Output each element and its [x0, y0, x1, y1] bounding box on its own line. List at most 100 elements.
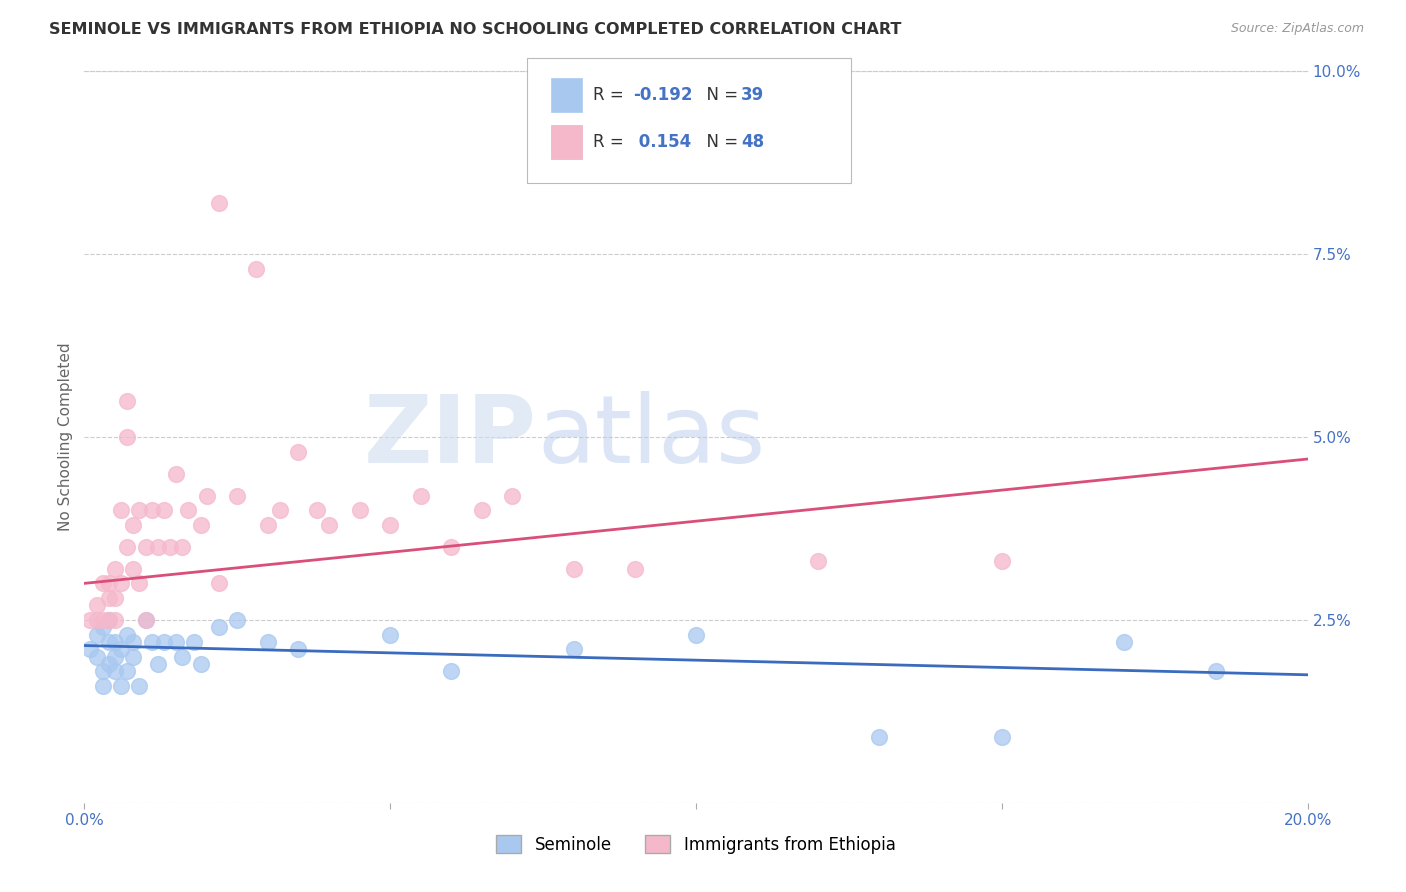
Point	[141, 503, 163, 517]
Point	[226, 489, 249, 503]
Point	[86, 613, 108, 627]
Point	[91, 620, 114, 634]
Point	[115, 664, 138, 678]
Point	[502, 489, 524, 503]
Point	[1205, 664, 1227, 678]
Point	[104, 562, 127, 576]
Point	[135, 613, 157, 627]
Point	[1114, 635, 1136, 649]
Point	[190, 657, 212, 671]
Point	[128, 503, 150, 517]
Point	[104, 591, 127, 605]
Point	[135, 540, 157, 554]
Text: ZIP: ZIP	[364, 391, 537, 483]
Point	[86, 599, 108, 613]
Text: N =: N =	[696, 87, 744, 104]
Point	[97, 591, 120, 605]
Point	[685, 627, 707, 641]
Point	[146, 657, 169, 671]
Point	[115, 393, 138, 408]
Point	[471, 503, 494, 517]
Point	[97, 613, 120, 627]
Point	[177, 503, 200, 517]
Point	[208, 620, 231, 634]
Text: Source: ZipAtlas.com: Source: ZipAtlas.com	[1230, 22, 1364, 36]
Point	[380, 627, 402, 641]
Text: SEMINOLE VS IMMIGRANTS FROM ETHIOPIA NO SCHOOLING COMPLETED CORRELATION CHART: SEMINOLE VS IMMIGRANTS FROM ETHIOPIA NO …	[49, 22, 901, 37]
Point	[562, 642, 585, 657]
Point	[807, 554, 830, 568]
Point	[269, 503, 291, 517]
Point	[86, 649, 108, 664]
Point	[122, 635, 145, 649]
Point	[153, 635, 176, 649]
Point	[245, 261, 267, 276]
Point	[128, 576, 150, 591]
Point	[257, 517, 280, 532]
Point	[97, 613, 120, 627]
Point	[562, 562, 585, 576]
Point	[104, 635, 127, 649]
Point	[257, 635, 280, 649]
Text: R =: R =	[593, 87, 630, 104]
Point	[159, 540, 181, 554]
Point	[287, 642, 309, 657]
Point	[104, 649, 127, 664]
Point	[991, 554, 1014, 568]
Point	[991, 730, 1014, 744]
Point	[440, 540, 463, 554]
Point	[183, 635, 205, 649]
Point	[624, 562, 647, 576]
Point	[349, 503, 371, 517]
Point	[97, 635, 120, 649]
Point	[91, 613, 114, 627]
Point	[141, 635, 163, 649]
Point	[172, 540, 194, 554]
Point	[122, 562, 145, 576]
Point	[208, 576, 231, 591]
Point	[226, 613, 249, 627]
Point	[190, 517, 212, 532]
Point	[146, 540, 169, 554]
Point	[305, 503, 328, 517]
Point	[440, 664, 463, 678]
Point	[79, 613, 101, 627]
Point	[97, 657, 120, 671]
Text: 39: 39	[741, 87, 765, 104]
Point	[115, 430, 138, 444]
Point	[380, 517, 402, 532]
Point	[110, 576, 132, 591]
Point	[287, 444, 309, 458]
Point	[104, 613, 127, 627]
Point	[165, 635, 187, 649]
Point	[135, 613, 157, 627]
Point	[104, 664, 127, 678]
Point	[115, 540, 138, 554]
Legend: Seminole, Immigrants from Ethiopia: Seminole, Immigrants from Ethiopia	[489, 829, 903, 860]
Point	[318, 517, 340, 532]
Point	[110, 642, 132, 657]
Point	[208, 196, 231, 211]
Point	[172, 649, 194, 664]
Point	[869, 730, 891, 744]
Text: R =: R =	[593, 133, 630, 151]
Point	[91, 664, 114, 678]
Point	[86, 627, 108, 641]
Point	[91, 576, 114, 591]
Y-axis label: No Schooling Completed: No Schooling Completed	[58, 343, 73, 532]
Point	[128, 679, 150, 693]
Point	[110, 679, 132, 693]
Point	[409, 489, 432, 503]
Point	[122, 517, 145, 532]
Point	[195, 489, 218, 503]
Text: -0.192: -0.192	[633, 87, 692, 104]
Point	[97, 576, 120, 591]
Point	[115, 627, 138, 641]
Point	[122, 649, 145, 664]
Text: 48: 48	[741, 133, 763, 151]
Text: N =: N =	[696, 133, 744, 151]
Point	[165, 467, 187, 481]
Point	[110, 503, 132, 517]
Point	[79, 642, 101, 657]
Text: atlas: atlas	[537, 391, 765, 483]
